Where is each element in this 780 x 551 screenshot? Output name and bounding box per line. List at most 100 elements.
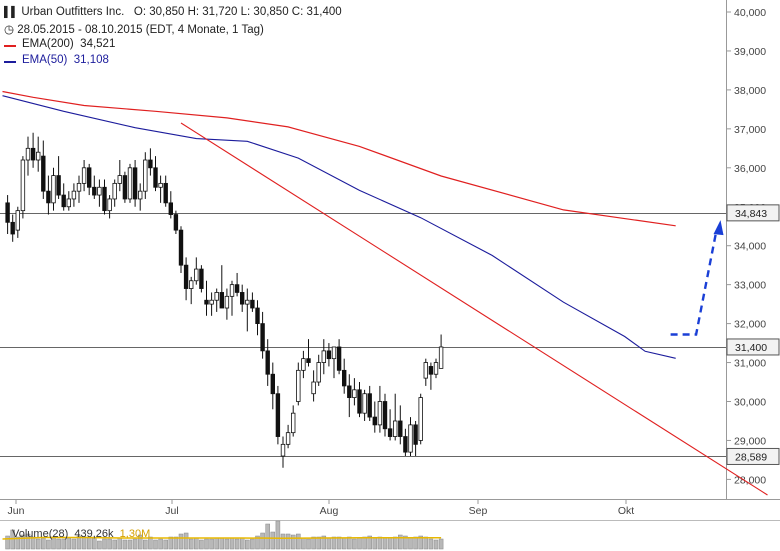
candle [92,175,97,199]
price-label-box [726,338,780,356]
candle-body-up [20,159,26,212]
candle-body-up [285,432,291,445]
candle-body-down [30,147,36,161]
y-tick-label: 31,000 [734,358,766,370]
volume-bar [418,535,423,550]
candle [438,334,444,369]
y-tick-label: 40,000 [734,7,766,19]
volume-bar [413,536,418,550]
candle [296,362,301,406]
volume-bar [122,539,128,550]
volume-bar [234,538,240,550]
candle [224,288,230,320]
candle-body-down [367,393,372,418]
volume-value: 439,26k [74,528,114,540]
candle [66,191,71,211]
volume-bar [183,532,189,550]
volume-bar [392,536,398,550]
volume-bar [209,538,214,550]
candle-body-down [163,182,168,204]
candle [107,195,112,219]
ema50-legend: EMA(50) 31,108 [22,54,109,66]
candle [398,405,403,445]
candle [81,160,87,192]
candle [137,183,143,211]
candle [117,160,122,192]
candle [265,339,270,386]
header-title-row: ▌▌ Urban Outfitters Inc. O: 30,850 H: 31… [4,6,342,18]
ema200-legend: EMA(200) 34,521 [22,38,115,50]
volume-bar [398,534,403,550]
candle-body-up [137,190,143,200]
candle-body-down [387,428,393,437]
candle-body-up [280,443,286,457]
volume-bar [56,538,61,550]
candle [413,420,418,457]
volume-bar [188,538,194,550]
candle [285,424,291,449]
volume-bar [219,537,225,550]
price-label: 34,843 [735,208,767,220]
candle [326,343,332,367]
candle [41,140,46,199]
candle [153,156,158,192]
candle-body-up [194,268,199,282]
candle [352,378,357,406]
candle [132,160,138,207]
candle-body-up [433,362,439,375]
candle-body-down [102,186,107,212]
candle-body-up [408,424,413,453]
volume-bar [362,536,367,550]
ema200-label: EMA(200) [22,38,74,50]
y-tick-label: 38,000 [734,85,766,97]
candle [214,288,219,312]
volume-average-line [2,536,442,540]
candle [56,156,61,199]
volume-bar [15,536,21,550]
y-tick-label: 32,000 [734,319,766,331]
candle [311,370,316,402]
volume-bar [433,539,439,550]
candle-body-up [331,346,337,360]
volume-bar [102,538,107,550]
candle [234,272,240,297]
candle-body-down [255,307,260,324]
y-tick-label: 28,000 [734,474,766,486]
candle-body-down [148,159,153,169]
volume-bar [61,538,66,550]
candle [357,382,362,418]
candle-body-up [438,346,444,369]
candle-body-down [265,350,270,375]
volume-bar [316,536,321,550]
candle-body-down [122,175,128,200]
candle [15,206,20,238]
price-label-box [726,447,780,465]
volume-bar [30,536,36,550]
candle [290,405,296,437]
volume-legend: Volume(28) 439,26k 1,30M [12,528,150,540]
candle-body-down [357,389,362,414]
candle [403,428,408,457]
candle-body-up [112,182,117,200]
candle [173,210,179,235]
volume-bar [148,536,153,550]
volume-bar [168,536,174,550]
y-tick-label: 36,000 [734,163,766,175]
volume-bar [285,533,291,550]
candle-body-down [61,194,66,208]
candle [71,183,77,207]
candle [408,417,413,457]
candle-body-up [296,369,301,402]
candle [87,163,92,196]
volume-bar [194,537,199,550]
volume-bar [377,536,383,550]
candle [260,311,265,359]
candle-body-up [290,412,296,434]
candle-body-down [341,369,347,387]
candle-body-up [214,292,219,301]
ema200-value: 34,521 [80,38,116,50]
candle-body-down [382,401,388,430]
candle [36,136,41,172]
candle [245,288,250,332]
volume-bar [199,539,204,550]
